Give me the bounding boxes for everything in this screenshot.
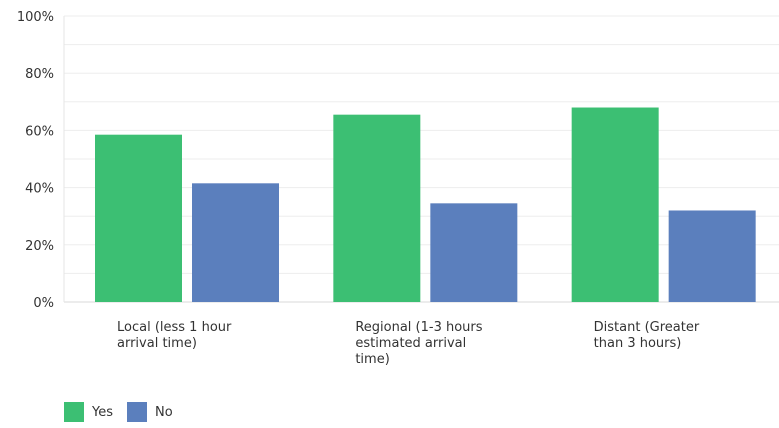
y-tick-label: 80% (25, 67, 54, 82)
x-category-label-line: Regional (1-3 hours (355, 320, 483, 335)
bar-no-2[interactable] (668, 210, 756, 302)
y-tick-label: 40% (25, 182, 54, 197)
x-category-label-line: time) (355, 352, 390, 367)
x-category-label-line: Distant (Greater (593, 320, 700, 335)
y-tick-label: 60% (25, 124, 54, 139)
bar-yes-0[interactable] (95, 134, 182, 302)
y-tick-label: 100% (17, 10, 54, 25)
x-category-label-line: estimated arrival (355, 336, 467, 351)
x-category-label-line: Local (less 1 hour (117, 320, 232, 335)
bar-no-1[interactable] (430, 203, 518, 302)
x-category-label: Local (less 1 hour arrival time) (117, 320, 287, 352)
x-category-label: Distant (Greater than 3 hours) (594, 320, 764, 352)
gridlines (64, 15, 779, 303)
y-axis-tick-labels: 0% 20% 40% 60% 80% 100% (17, 10, 54, 311)
legend-swatch-no (127, 402, 147, 422)
legend-item-yes[interactable]: Yes (64, 402, 113, 422)
bar-no-0[interactable] (192, 183, 279, 302)
bar-yes-2[interactable] (571, 107, 659, 303)
legend: Yes No (64, 402, 187, 422)
legend-swatch-yes (64, 402, 84, 422)
y-tick-label: 20% (25, 239, 54, 254)
x-category-label-line: than 3 hours) (593, 336, 682, 351)
legend-label-yes: Yes (92, 404, 113, 420)
legend-label-no: No (155, 404, 173, 420)
bars (95, 107, 756, 303)
x-category-label: Regional (1-3 hours estimated arrival time… (355, 320, 525, 368)
legend-item-no[interactable]: No (127, 402, 173, 422)
bar-yes-1[interactable] (333, 114, 421, 302)
y-tick-label: 0% (33, 296, 54, 311)
x-category-label-line: arrival time) (117, 336, 197, 351)
